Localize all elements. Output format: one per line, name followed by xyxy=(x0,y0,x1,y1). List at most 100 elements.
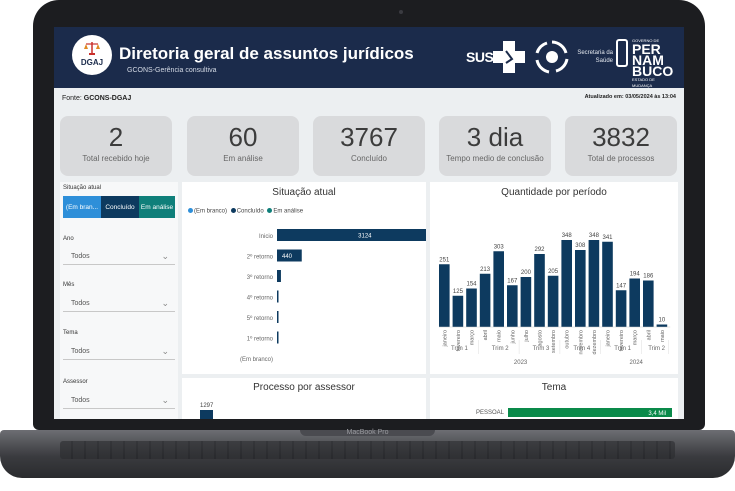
kpi-total-processos: 3832 Total de processos xyxy=(565,116,677,176)
quarter-label: Trim 2 xyxy=(648,346,665,352)
source-value: GCONS-DGAJ xyxy=(83,95,132,102)
sus-cross-icon xyxy=(493,41,525,73)
chart-title: Tema xyxy=(541,382,567,393)
health-secretary-icon xyxy=(535,40,569,74)
ano-dropdown[interactable]: Todos ⌄ xyxy=(63,248,175,265)
situacao-bar-chart: Inicio 3124 2º retorno 440 3º retorno 4º reto… xyxy=(240,229,426,363)
period-data-label: 205 xyxy=(548,269,559,275)
period-bar xyxy=(588,240,600,327)
kpi-concluido: 3767 Concluído xyxy=(313,116,425,176)
period-data-label: 186 xyxy=(643,274,654,280)
situacao-chart-panel: Situação atual (Em branco) Concluído Em … xyxy=(182,182,426,374)
secretaria-label: Secretaria da Saúde xyxy=(577,50,613,64)
situacao-filter: (Em bran... Concluído Em análise xyxy=(63,196,175,218)
bar-category-label: 2º retorno xyxy=(247,254,274,261)
pernambuco-line-3: BUCO xyxy=(632,63,674,79)
period-bar xyxy=(575,250,586,327)
period-bar xyxy=(534,254,545,327)
month-tick-label: janeiro xyxy=(442,330,448,348)
kpi-value: 3 dia xyxy=(466,122,524,152)
period-bar xyxy=(452,295,464,327)
period-bar xyxy=(547,275,559,327)
month-tick-label: setembro xyxy=(551,330,557,353)
month-tick-label: julho xyxy=(524,330,530,343)
month-tick-label: abril xyxy=(483,330,489,340)
period-data-label: 308 xyxy=(575,243,586,249)
assessor-data-label: 1297 xyxy=(200,403,214,409)
bar-data-label: 3124 xyxy=(358,234,372,240)
kpi-label: Em análise xyxy=(223,154,263,163)
period-data-label: 251 xyxy=(439,257,450,263)
bar-category-label: 3º retorno xyxy=(247,274,274,281)
legend-item: (Em branco) xyxy=(194,208,228,215)
legend-item: Concluído xyxy=(236,208,264,215)
source-label: Fonte: GCONS-DGAJ xyxy=(62,95,131,102)
kpi-label: Tempo medio de conclusão xyxy=(446,154,544,163)
tema-value: Todos xyxy=(71,348,90,355)
period-bar xyxy=(643,280,654,327)
period-data-label: 125 xyxy=(453,289,464,295)
bar-category-label: Inicio xyxy=(259,234,274,240)
mes-dropdown[interactable]: Todos ⌄ xyxy=(63,295,175,312)
situacao-bar xyxy=(277,311,279,323)
quarter-label: Trim 3 xyxy=(533,346,550,352)
tema-chart-panel: Tema PESSOAL 3,4 Mil xyxy=(430,378,678,419)
mes-filter-label: Mês xyxy=(63,282,75,288)
device-label: MacBook Pro xyxy=(346,429,389,436)
tema-bar-chart: PESSOAL 3,4 Mil xyxy=(476,408,672,417)
pernambuco-bottom: ESTADO DE MUDANÇA xyxy=(632,77,655,88)
period-bar xyxy=(561,240,572,327)
logo-text: DGAJ xyxy=(80,58,104,67)
updated-timestamp: Atualizado em: 03/05/2024 às 13:04 xyxy=(584,94,676,100)
period-data-label: 10 xyxy=(659,318,666,324)
chevron-down-icon: ⌄ xyxy=(161,395,169,405)
kpi-label: Total de processos xyxy=(587,154,655,163)
chevron-down-icon: ⌄ xyxy=(161,298,169,308)
kpi-value: 3767 xyxy=(340,122,398,152)
month-tick-label: março xyxy=(633,330,639,345)
sus-logo-text: SUS xyxy=(466,49,494,65)
bar-category-label: (Em branco) xyxy=(240,357,273,363)
month-tick-label: janeiro xyxy=(606,330,612,348)
assessor-value: Todos xyxy=(71,397,90,404)
chevron-down-icon: ⌄ xyxy=(161,251,169,261)
kpi-value: 60 xyxy=(228,122,258,152)
month-tick-label: novembro xyxy=(578,330,584,354)
month-tick-label: abril xyxy=(646,330,652,340)
situacao-bar xyxy=(277,290,279,303)
legend-dot xyxy=(267,208,273,213)
periodo-chart-panel: Quantidade por período 251 janeiro 125 feve… xyxy=(430,182,678,374)
assessor-dropdown[interactable]: Todos ⌄ xyxy=(63,392,175,409)
month-tick-label: maio xyxy=(660,330,666,342)
situacao-option-concluido[interactable]: Concluído xyxy=(101,196,139,218)
tema-filter-label: Tema xyxy=(63,330,78,336)
bar-category-label: 1º retorno xyxy=(247,336,274,343)
situacao-bar xyxy=(277,270,281,282)
situacao-option-blank[interactable]: (Em bran... xyxy=(63,196,101,218)
month-tick-label: outubro xyxy=(565,330,571,349)
pernambuco-top: GOVERNO DE xyxy=(632,38,660,43)
period-bar xyxy=(629,278,640,327)
situacao-option-em-analise[interactable]: Em análise xyxy=(139,196,175,218)
period-data-label: 213 xyxy=(480,267,491,273)
period-bar xyxy=(602,241,613,327)
bar-category-label: 4º retorno xyxy=(247,295,274,302)
tema-bar xyxy=(508,408,672,417)
bar-data-label: 440 xyxy=(282,254,293,260)
ano-value: Todos xyxy=(71,253,90,260)
situacao-bar xyxy=(277,331,279,344)
chart-title: Processo por assessor xyxy=(253,382,355,393)
page-subtitle: GCONS-Gerência consultiva xyxy=(127,67,217,74)
year-label: 2024 xyxy=(630,360,644,366)
period-bar xyxy=(507,285,518,327)
ano-filter-label: Ano xyxy=(63,236,74,242)
month-tick-label: fevereiro xyxy=(619,330,625,351)
mes-value: Todos xyxy=(71,300,90,307)
camera xyxy=(399,10,403,14)
period-data-label: 303 xyxy=(494,244,505,250)
legend-item: Em análise xyxy=(273,208,304,215)
dgaj-logo: DGAJ xyxy=(72,35,112,75)
kpi-label: Total recebido hoje xyxy=(82,154,150,163)
tema-dropdown[interactable]: Todos ⌄ xyxy=(63,343,175,360)
